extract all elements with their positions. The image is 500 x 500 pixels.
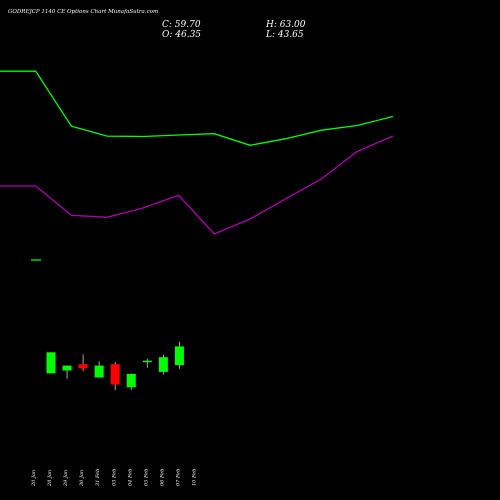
candlestick-series <box>46 341 184 391</box>
candle-body <box>62 365 72 371</box>
candle-body <box>46 352 56 374</box>
x-tick-label: 05 Feb <box>143 469 149 486</box>
x-tick-label: 31 Feb <box>95 469 101 486</box>
x-tick-label: 07 Feb <box>175 469 181 486</box>
candle-9 <box>174 341 184 369</box>
x-tick-label: 30 Jan <box>79 470 85 486</box>
indicator-lines <box>0 70 394 235</box>
high-value: H: 63.00 <box>265 20 306 30</box>
x-axis-ticks: 20 Jan 28 Jan 29 Jan 30 Jan 31 Feb 03 Feb 04 F… <box>31 469 198 487</box>
open-value: O: 46.35 <box>162 30 201 40</box>
x-tick-label: 03 Feb <box>111 469 117 486</box>
x-tick-label: 20 Jan <box>31 470 37 487</box>
chart-title: GODREJCP 1140 CE Options Chart MunafaSut… <box>8 9 158 15</box>
candle-body <box>174 346 184 366</box>
x-tick-label: 04 Feb <box>127 469 133 486</box>
x-tick-label: 28 Jan <box>47 470 53 487</box>
candle-1 <box>46 352 56 374</box>
close-value: C: 59.70 <box>162 20 201 30</box>
series-line-1 <box>0 70 394 146</box>
x-tick-label: 10 Feb <box>192 469 198 486</box>
candle-4 <box>94 361 104 378</box>
x-tick-label: 06 Feb <box>159 469 165 486</box>
candle-6 <box>126 373 136 391</box>
candle-7 <box>142 358 152 368</box>
candle-body <box>78 364 88 369</box>
candle-body <box>142 360 152 363</box>
candle-5 <box>110 362 120 391</box>
candle-body <box>110 364 120 385</box>
low-value: L: 43.65 <box>265 30 304 40</box>
candle-2 <box>62 365 72 379</box>
candle-body <box>158 357 168 372</box>
candle-body <box>126 374 136 388</box>
x-tick-label: 29 Jan <box>63 470 69 487</box>
candle-3 <box>78 354 88 372</box>
candle-body <box>94 365 104 378</box>
series-line-2 <box>0 135 394 235</box>
candle-8 <box>158 354 168 375</box>
